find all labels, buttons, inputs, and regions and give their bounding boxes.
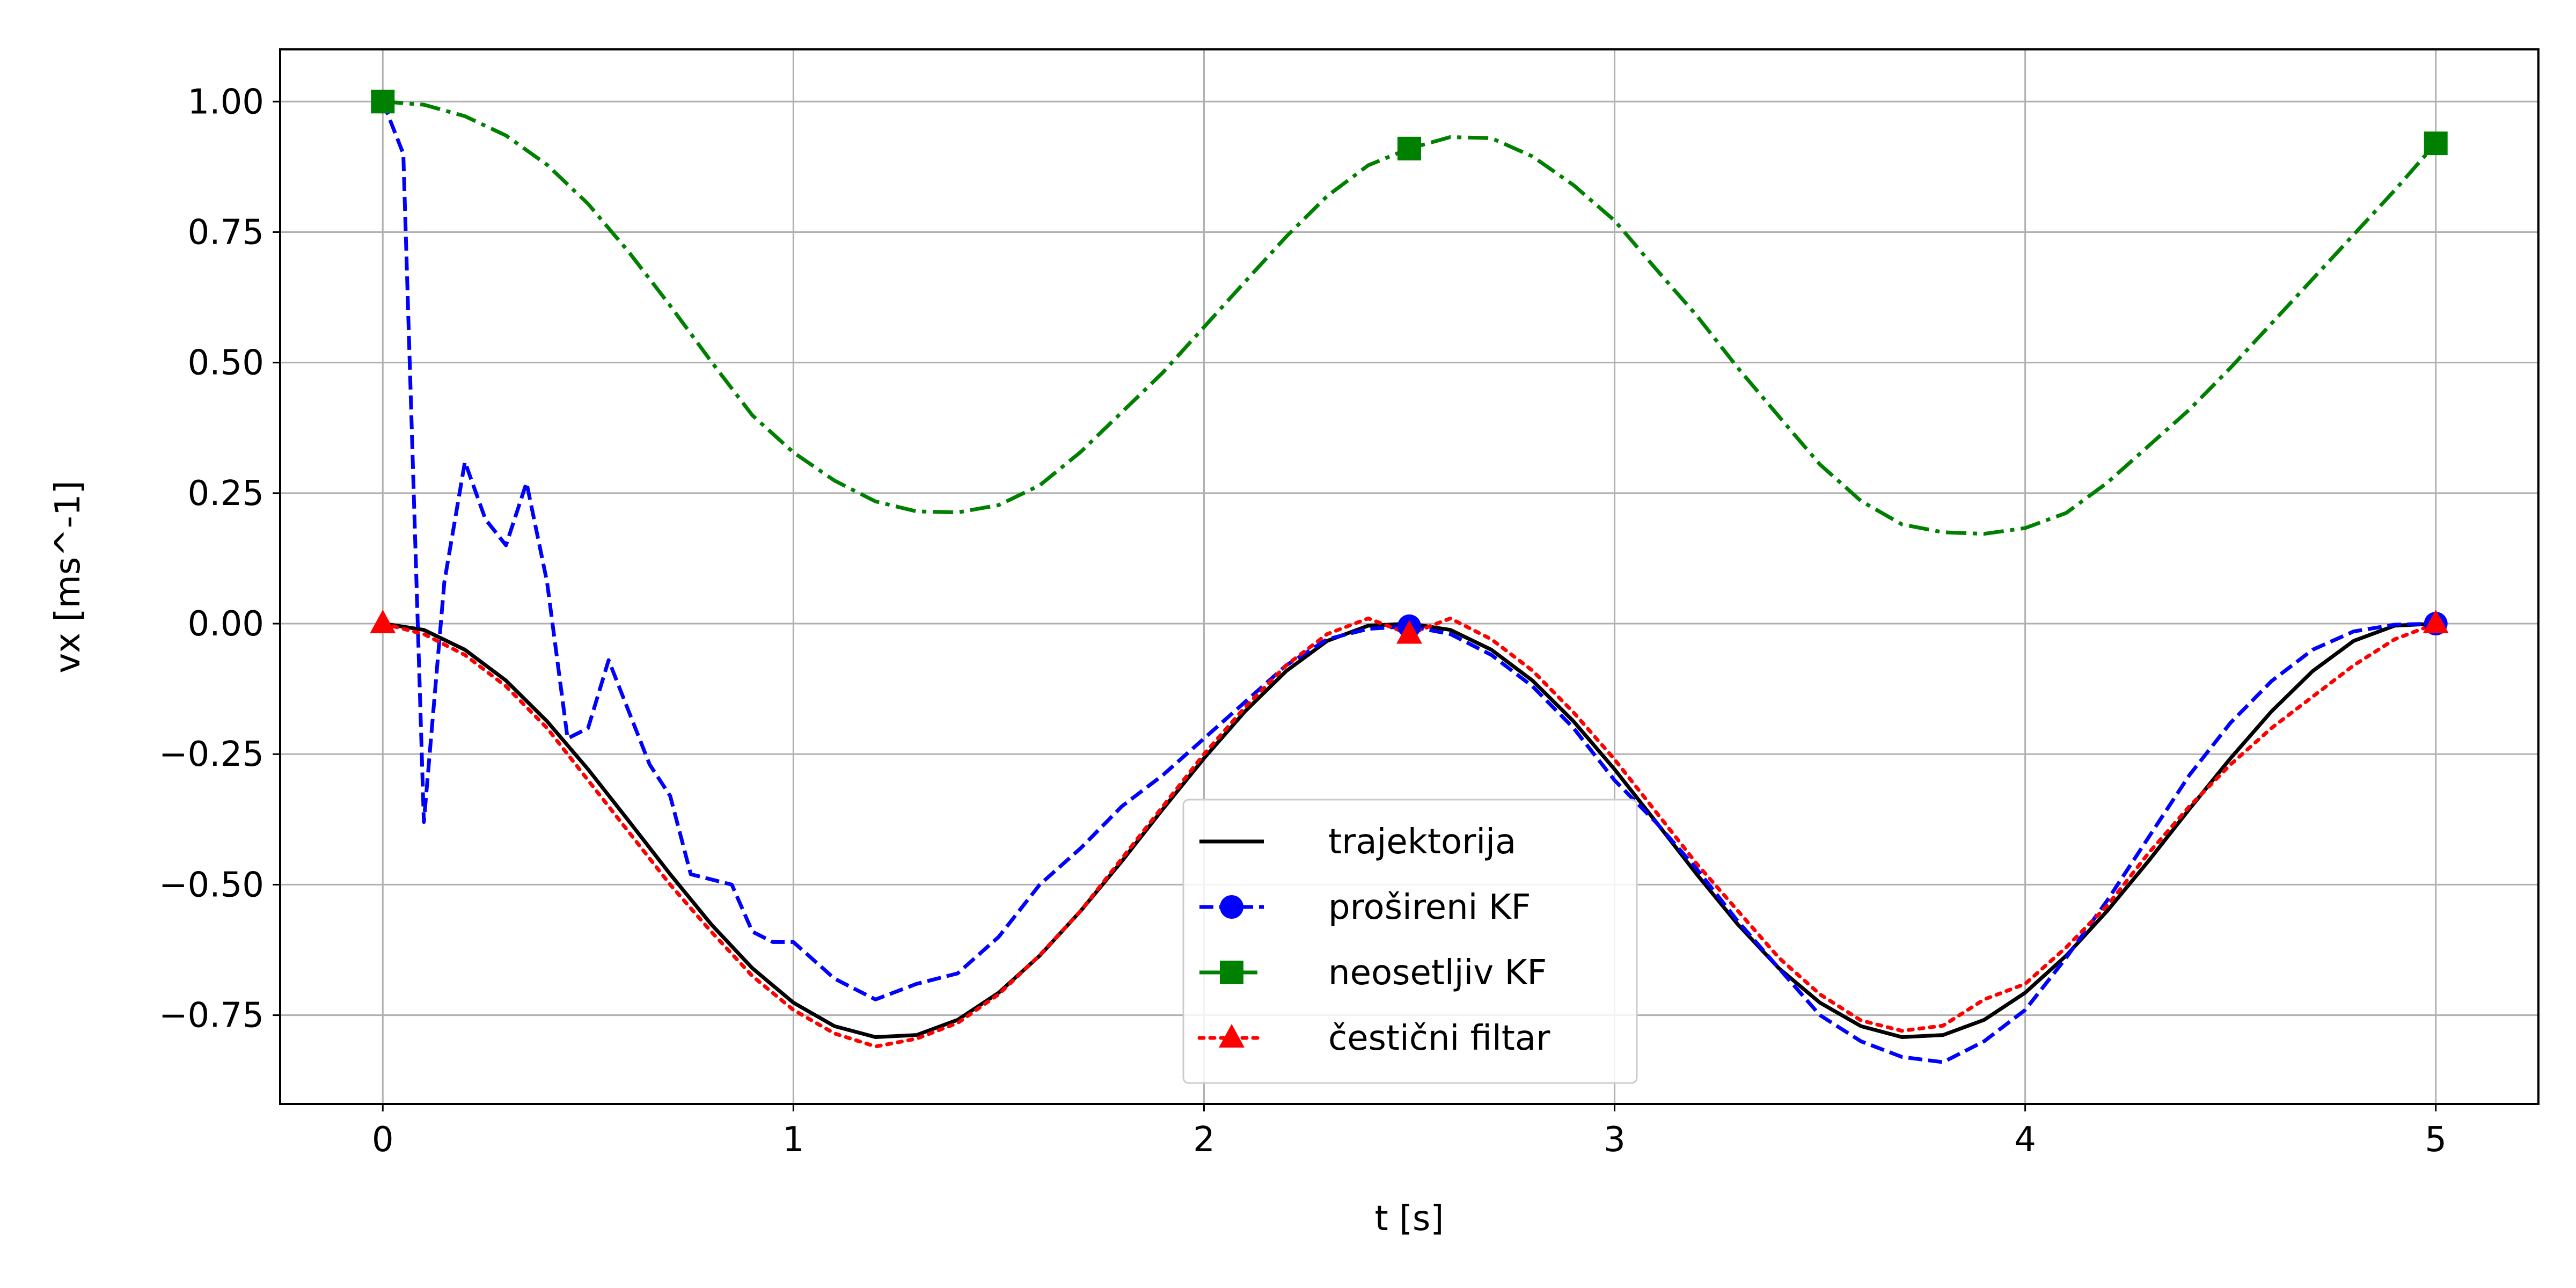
y-tick-label: −0.25 [159, 735, 264, 774]
series-marker-3 [1396, 620, 1422, 644]
x-tick-label: 0 [372, 1120, 394, 1160]
y-tick-label: −0.50 [159, 865, 264, 905]
legend-frame [1182, 799, 1638, 1084]
series-marker-2 [371, 90, 395, 114]
y-tick-label: 0.75 [188, 213, 265, 252]
x-axis: 0 1 2 3 4 5 [372, 1104, 2447, 1160]
x-tick-label: 2 [1193, 1120, 1215, 1160]
legend-marker-3 [1219, 1024, 1245, 1048]
y-tick-label: 1.00 [188, 82, 265, 122]
legend: trajektorija prošireni KF neosetljiv KF čes… [1182, 799, 1638, 1084]
x-tick-label: 4 [2014, 1120, 2036, 1160]
x-axis-label: t [s] [1375, 1199, 1444, 1239]
x-tick-label: 5 [2425, 1120, 2447, 1160]
series-marker-2 [2424, 131, 2448, 156]
legend-label-3: čestični filtar [1328, 1019, 1550, 1058]
legend-label-2: neosetljiv KF [1328, 953, 1547, 993]
legend-marker-2 [1220, 961, 1243, 984]
x-tick-label: 3 [1604, 1120, 1626, 1160]
legend-label-1: prošireni KF [1328, 888, 1531, 927]
y-tick-label: −0.75 [159, 996, 264, 1036]
series-marker-3 [370, 610, 396, 634]
y-tick-label: 0.00 [188, 604, 265, 644]
series-line-1 [381, 101, 2436, 1064]
y-axis-label: vx [ms^-1] [48, 480, 88, 673]
series-markers [370, 90, 2449, 644]
y-axis: 1.00 0.75 0.50 0.25 0.00 −0.25 −0.50 −0.75 [159, 82, 280, 1036]
series-marker-3 [2423, 610, 2449, 634]
x-tick-label: 1 [782, 1120, 804, 1160]
legend-marker-1 [1220, 895, 1243, 919]
legend-label-0: trajektorija [1328, 822, 1516, 862]
plot-frame [279, 48, 2540, 1105]
y-tick-label: 0.50 [188, 343, 265, 383]
y-tick-label: 0.25 [188, 474, 265, 514]
series-marker-2 [1397, 136, 1421, 160]
